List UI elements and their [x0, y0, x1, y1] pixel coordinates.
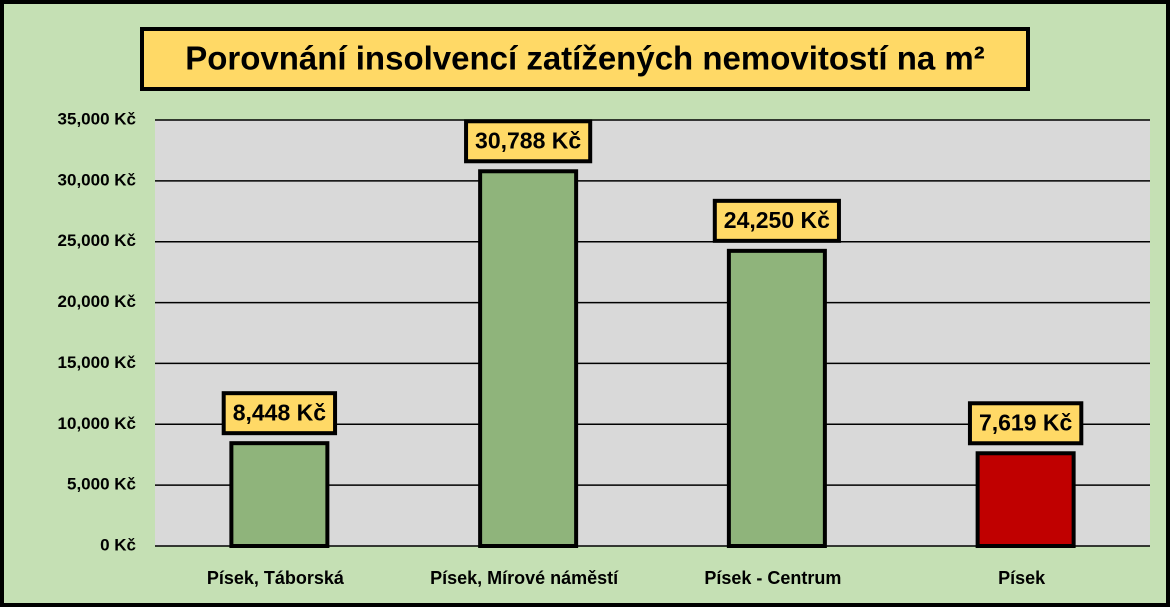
- bar: [478, 169, 579, 548]
- value-label: 7,619 Kč: [979, 409, 1073, 435]
- chart-title: Porovnání insolvencí zatížených nemovito…: [185, 40, 985, 77]
- value-label-box: [221, 391, 338, 436]
- value-label: 8,448 Kč: [233, 399, 327, 425]
- value-label-box: [464, 119, 593, 164]
- y-tick-label: 10,000 Kč: [58, 414, 136, 433]
- x-tick-label: Písek, Táborská: [207, 568, 345, 588]
- bar: [726, 248, 827, 548]
- y-tick-label: 15,000 Kč: [58, 353, 136, 372]
- y-tick-label: 5,000 Kč: [67, 475, 136, 494]
- y-tick-label: 20,000 Kč: [58, 292, 136, 311]
- value-label-box: [967, 401, 1084, 446]
- bar: [975, 451, 1076, 549]
- y-tick-label: 30,000 Kč: [58, 170, 136, 189]
- x-tick-label: Písek: [998, 568, 1046, 588]
- value-label: 24,250 Kč: [724, 207, 830, 233]
- y-tick-label: 35,000 Kč: [58, 109, 136, 128]
- value-label: 30,788 Kč: [475, 127, 581, 153]
- value-label-box: [712, 198, 841, 243]
- x-tick-label: Písek, Mírové náměstí: [430, 568, 619, 588]
- bar: [229, 441, 330, 549]
- x-tick-label: Písek - Centrum: [704, 568, 841, 588]
- y-tick-label: 0 Kč: [100, 535, 136, 554]
- y-tick-label: 25,000 Kč: [58, 231, 136, 250]
- title-box: [140, 27, 1030, 91]
